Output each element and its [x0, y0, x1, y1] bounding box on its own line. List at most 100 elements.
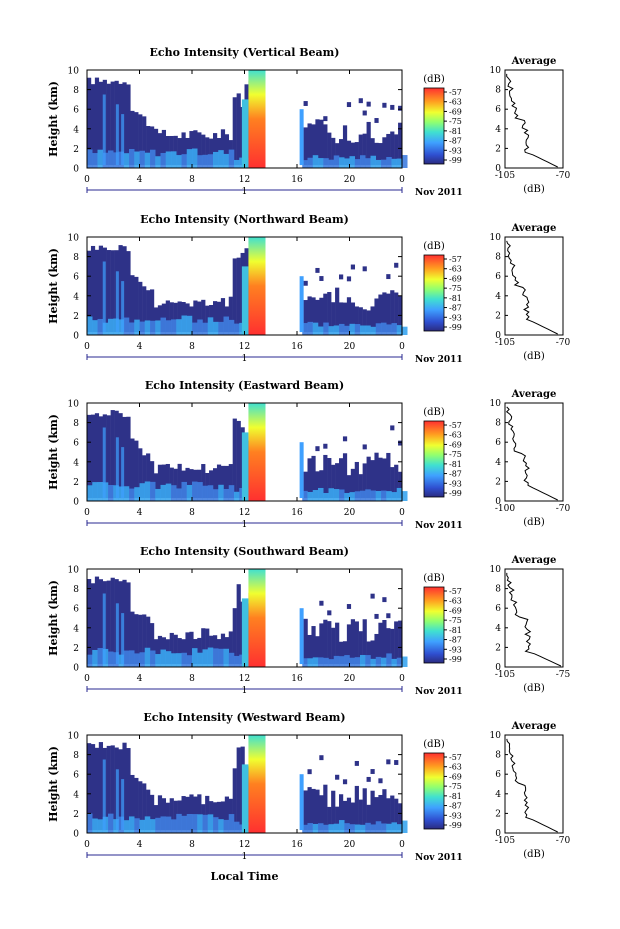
date-label: 1 — [242, 852, 248, 862]
heatmap-cell — [366, 456, 371, 499]
heatmap-cell — [197, 794, 202, 831]
heatmap-cell — [144, 816, 151, 833]
heatmap-cell — [386, 133, 391, 166]
y-tick-label: 4 — [73, 624, 79, 634]
heatmap-cell — [123, 153, 130, 168]
heatmap-cell — [248, 569, 266, 667]
heatmap-cell — [315, 299, 320, 333]
y-tick-label: 0 — [73, 332, 79, 342]
heatmap-cell — [94, 77, 100, 166]
heatmap-cell — [87, 149, 93, 168]
heatmap-cell — [102, 94, 106, 166]
heatmap-cell — [386, 452, 391, 499]
heatmap-cell — [115, 104, 119, 166]
heatmap-cell — [94, 747, 100, 831]
heatmap-cell — [248, 735, 266, 833]
heatmap-cell — [346, 297, 352, 333]
heatmap-cell — [122, 82, 127, 166]
heatmap-cell — [90, 744, 96, 831]
heatmap-cell — [327, 621, 332, 665]
heatmap-cell — [181, 154, 188, 168]
heatmap-cell — [303, 618, 308, 665]
profile-y-tick-label: 6 — [495, 770, 501, 780]
heatmap-cell — [218, 484, 224, 501]
heatmap-cell — [299, 109, 304, 166]
heatmap-cell — [126, 582, 131, 665]
colorbar-tick-label: -93 — [449, 645, 462, 654]
heatmap-cell — [171, 819, 177, 833]
heatmap-cell — [193, 796, 198, 831]
heatmap-cell — [349, 824, 356, 833]
profile-y-tick-label: 4 — [495, 790, 501, 800]
heatmap-cell — [118, 413, 123, 499]
colorbar-tick-label: -57 — [449, 587, 462, 596]
heatmap-cell — [192, 648, 198, 667]
heatmap-cell — [176, 155, 182, 168]
profile-line — [506, 73, 558, 168]
profile-y-tick-label: 8 — [495, 419, 501, 429]
x-tick-label: 0 — [399, 508, 405, 518]
x-tick-label: 16 — [291, 840, 303, 850]
heatmap-cell — [213, 468, 218, 499]
profile-line — [506, 240, 558, 335]
heatmap-cell — [370, 155, 377, 168]
heatmap-cell — [360, 654, 366, 667]
heatmap-cell — [378, 143, 383, 166]
heatmap-cell — [312, 322, 319, 335]
colorbar-tick-label: -75 — [449, 284, 462, 293]
heatmap-cell — [118, 749, 123, 831]
heatmap-cell — [327, 458, 332, 499]
heatmap-cell — [202, 649, 209, 667]
heatmap-cell — [106, 580, 111, 665]
x-tick-label: 16 — [291, 508, 303, 518]
y-axis-label: Height (km) — [47, 746, 60, 822]
heatmap-cell — [365, 158, 371, 168]
heatmap-cell — [318, 823, 324, 833]
heatmap-cell — [121, 447, 125, 499]
heatmap-cell — [169, 798, 174, 831]
heatmap-cell — [349, 323, 356, 335]
heatmap-cell — [333, 823, 340, 833]
x-tick-label: 8 — [189, 175, 195, 185]
heatmap-cell — [248, 403, 266, 501]
heatmap-cell — [134, 653, 140, 667]
colorbar-tick-label: -69 — [449, 606, 462, 615]
heatmap-cell — [248, 70, 266, 168]
heatmap-cell — [333, 325, 340, 335]
heatmap-cell — [110, 250, 115, 333]
x-tick-label: 12 — [239, 840, 250, 850]
colorbar-tick-label: -93 — [449, 811, 462, 820]
heatmap-cell — [129, 488, 135, 501]
heatmap-cell — [150, 461, 155, 499]
heatmap-cell — [150, 481, 156, 501]
heatmap-cell — [118, 581, 123, 665]
heatmap-cell — [381, 490, 387, 501]
heatmap-cell — [362, 788, 367, 831]
heatmap-cell — [386, 324, 392, 335]
heatmap-cell — [323, 824, 329, 833]
heatmap-cell — [129, 650, 135, 667]
heatmap-cell — [318, 158, 324, 168]
heatmap-cell — [176, 488, 182, 501]
heatmap-cell — [228, 652, 235, 667]
heatmap-cell — [241, 99, 249, 168]
heatmap-cell — [319, 276, 324, 281]
heatmap-cell — [216, 464, 222, 499]
heatmap-cell — [160, 152, 167, 168]
colorbar-tick-label: -81 — [449, 792, 462, 801]
heatmap-cell — [165, 320, 172, 335]
heatmap-cell — [335, 287, 340, 333]
x-tick-label: 12 — [239, 175, 250, 185]
heatmap-cell — [189, 131, 194, 166]
heatmap-cell — [169, 135, 174, 166]
heatmap-cell — [228, 149, 235, 168]
heatmap-cell — [134, 777, 139, 831]
heatmap-cell — [339, 656, 345, 667]
heatmap-cell — [139, 321, 146, 335]
heatmap-cell — [98, 742, 104, 831]
heatmap-cell — [370, 593, 375, 599]
heatmap-cell — [362, 266, 367, 272]
heatmap-cell — [108, 651, 114, 667]
heatmap-cell — [381, 322, 387, 335]
